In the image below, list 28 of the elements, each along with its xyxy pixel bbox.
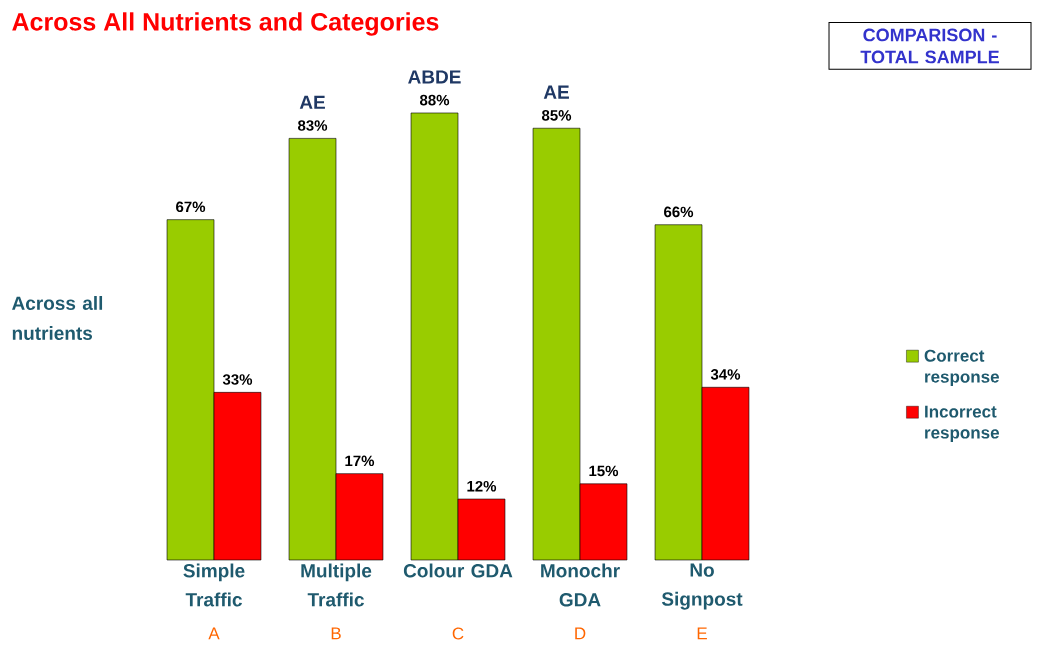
x-tick-label: No Signpost — [661, 563, 743, 610]
chart-title: Across All Nutrients and Categories — [12, 12, 439, 36]
x-tick-label: Monochr GDA — [541, 563, 620, 607]
annotation: AE — [299, 95, 325, 109]
text: B — [331, 627, 341, 640]
data-label: 83% — [297, 120, 328, 131]
data-label: 15% — [589, 465, 619, 477]
legend-label: Incorrect response — [925, 405, 999, 442]
text: A — [208, 627, 220, 640]
data-label: 34% — [710, 369, 741, 380]
text: COMPARISON - TOTAL SAMPLE — [860, 28, 999, 64]
data-label: 66% — [664, 206, 694, 218]
data-label: 17% — [345, 455, 375, 467]
annotation: ABDE — [408, 70, 461, 84]
text: D — [575, 627, 586, 640]
legend-label: Correct response — [924, 349, 999, 387]
text: C — [452, 627, 464, 640]
text: E — [697, 627, 707, 640]
x-tick-label: Multiple Traffic — [301, 563, 372, 607]
x-tick-label: Colour GDA — [403, 563, 513, 578]
data-label: 12% — [467, 480, 497, 492]
annotation: AE — [543, 85, 569, 99]
data-label: 85% — [541, 110, 572, 121]
x-tick-label: Simple Traffic — [183, 563, 245, 607]
data-label: 33% — [222, 374, 253, 385]
y-axis-title: Across all nutrients — [12, 296, 103, 340]
data-label: 67% — [176, 201, 206, 213]
data-label: 88% — [419, 94, 450, 106]
